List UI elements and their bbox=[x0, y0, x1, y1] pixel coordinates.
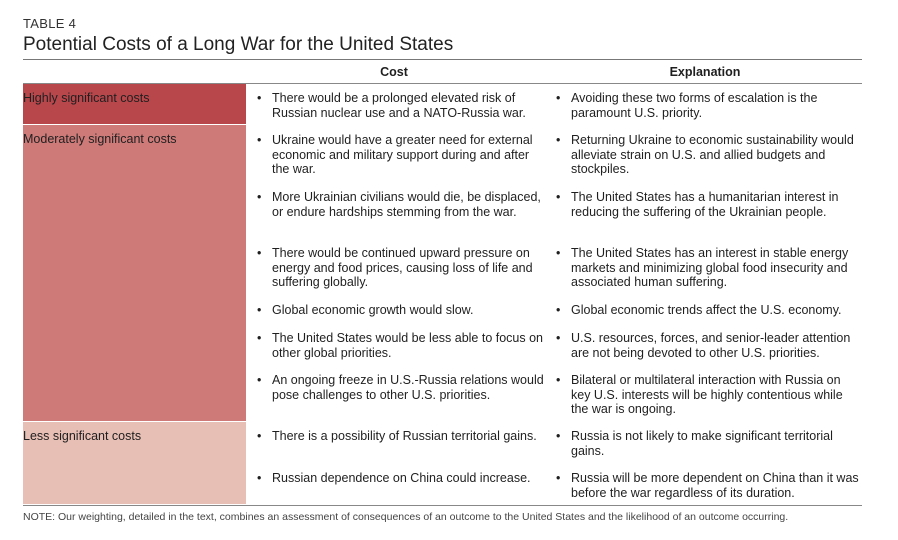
explanation-cell: • Russia is not likely to make significan… bbox=[556, 429, 833, 458]
explanation-cell: • U.S. resources, forces, and senior-lead… bbox=[556, 331, 851, 360]
cost-text: The United States would be less able to … bbox=[272, 331, 543, 360]
cost-cell: • Russian dependence on China could incre… bbox=[257, 471, 531, 485]
cost-cell: • An ongoing freeze in U.S.-Russia relati… bbox=[257, 373, 544, 402]
cost-text: There would be a prolonged elevated risk… bbox=[272, 91, 526, 120]
cost-text: There is a possibility of Russian territ… bbox=[272, 429, 537, 443]
explanation-text: Returning Ukraine to economic sustainabi… bbox=[571, 133, 854, 176]
cost-cell: • There is a possibility of Russian terri… bbox=[257, 429, 537, 443]
explanation-text: Russia is not likely to make significant… bbox=[571, 429, 833, 458]
category-less-significant: Less significant costs bbox=[23, 422, 246, 504]
explanation-cell: • Russia will be more dependent on China … bbox=[556, 471, 859, 500]
explanation-cell: • Bilateral or multilateral interaction w… bbox=[556, 373, 843, 416]
cost-text: Ukraine would have a greater need for ex… bbox=[272, 133, 533, 176]
cost-cell: • There would be a prolonged elevated ris… bbox=[257, 91, 526, 120]
cost-cell: • Global economic growth would slow. bbox=[257, 303, 474, 317]
category-highly-significant: Highly significant costs bbox=[23, 84, 246, 124]
cost-column-header: Cost bbox=[380, 65, 408, 79]
cost-cell: • There would be continued upward pressur… bbox=[257, 246, 533, 289]
explanation-cell: • Returning Ukraine to economic sustainab… bbox=[556, 133, 854, 176]
table-label: TABLE 4 bbox=[23, 16, 77, 31]
cost-cell: • More Ukrainian civilians would die, be … bbox=[257, 190, 541, 219]
explanation-text: The United States has an interest in sta… bbox=[571, 246, 849, 289]
explanation-cell: • Avoiding these two forms of escalation … bbox=[556, 91, 818, 120]
cost-text: Russian dependence on China could increa… bbox=[272, 471, 531, 485]
category-moderately-significant: Moderately significant costs bbox=[23, 125, 246, 421]
cost-cell: • The United States would be less able to… bbox=[257, 331, 543, 360]
cost-text: More Ukrainian civilians would die, be d… bbox=[272, 190, 541, 219]
cost-text: There would be continued upward pressure… bbox=[272, 246, 533, 289]
explanation-text: Avoiding these two forms of escalation i… bbox=[571, 91, 818, 120]
table-title: Potential Costs of a Long War for the Un… bbox=[23, 34, 454, 55]
explanation-text: Russia will be more dependent on China t… bbox=[571, 471, 859, 500]
cost-text: An ongoing freeze in U.S.-Russia relatio… bbox=[272, 373, 544, 402]
explanation-text: Bilateral or multilateral interaction wi… bbox=[571, 373, 843, 416]
explanation-cell: • The United States has a humanitarian in… bbox=[556, 190, 839, 219]
top-rule bbox=[23, 59, 862, 60]
explanation-column-header: Explanation bbox=[669, 65, 741, 79]
header-rule bbox=[23, 83, 862, 84]
cost-text: Global economic growth would slow. bbox=[272, 303, 474, 317]
explanation-text: Global economic trends affect the U.S. e… bbox=[571, 303, 842, 317]
explanation-text: U.S. resources, forces, and senior-leade… bbox=[571, 331, 851, 360]
explanation-cell: • The United States has an interest in st… bbox=[556, 246, 849, 289]
cost-cell: • Ukraine would have a greater need for e… bbox=[257, 133, 533, 176]
bottom-rule bbox=[23, 505, 862, 506]
explanation-text: The United States has a humanitarian int… bbox=[571, 190, 839, 219]
explanation-cell: • Global economic trends affect the U.S. … bbox=[556, 303, 842, 317]
table-note: NOTE: Our weighting, detailed in the tex… bbox=[23, 511, 789, 523]
